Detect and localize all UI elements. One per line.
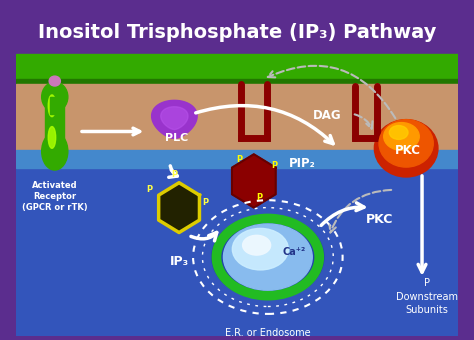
Text: P: P [271, 160, 277, 170]
Ellipse shape [42, 82, 68, 112]
Bar [16, 79, 458, 89]
Bar [16, 0, 458, 59]
Bar [16, 166, 458, 336]
Text: IP₃: IP₃ [170, 255, 189, 268]
Ellipse shape [48, 95, 56, 117]
Text: DAG: DAG [312, 109, 341, 122]
Bar [16, 84, 458, 153]
Polygon shape [159, 183, 200, 233]
Text: Ca⁺²: Ca⁺² [283, 247, 306, 257]
Bar [46, 97, 64, 151]
Ellipse shape [379, 120, 433, 167]
Bar [16, 54, 458, 84]
Text: P: P [256, 193, 263, 202]
Ellipse shape [389, 125, 408, 139]
Text: Inositol Trisphosphate (IP₃) Pathway: Inositol Trisphosphate (IP₃) Pathway [38, 23, 436, 42]
Text: PLC: PLC [164, 133, 188, 143]
Text: PKC: PKC [395, 144, 421, 157]
Ellipse shape [374, 120, 438, 177]
Text: E.R. or Endosome: E.R. or Endosome [225, 328, 310, 338]
Ellipse shape [384, 123, 419, 150]
Text: P: P [146, 185, 152, 194]
Text: PKC: PKC [366, 213, 394, 226]
Text: P
Downstream
Subunits: P Downstream Subunits [396, 278, 458, 315]
Text: Activated
Receptor
(GPCR or rTK): Activated Receptor (GPCR or rTK) [22, 181, 88, 212]
Ellipse shape [223, 224, 312, 290]
Text: P: P [202, 198, 208, 207]
Bar [16, 150, 458, 168]
Polygon shape [152, 100, 197, 138]
Text: PIP₂: PIP₂ [289, 157, 316, 170]
Ellipse shape [48, 126, 56, 148]
Ellipse shape [49, 76, 60, 86]
Text: P: P [171, 170, 177, 178]
Polygon shape [161, 107, 188, 130]
Polygon shape [232, 154, 276, 208]
Ellipse shape [232, 228, 288, 270]
Bar [50, 97, 59, 114]
Ellipse shape [42, 133, 68, 170]
Ellipse shape [243, 235, 271, 255]
Ellipse shape [212, 215, 324, 299]
Text: P: P [236, 155, 242, 164]
